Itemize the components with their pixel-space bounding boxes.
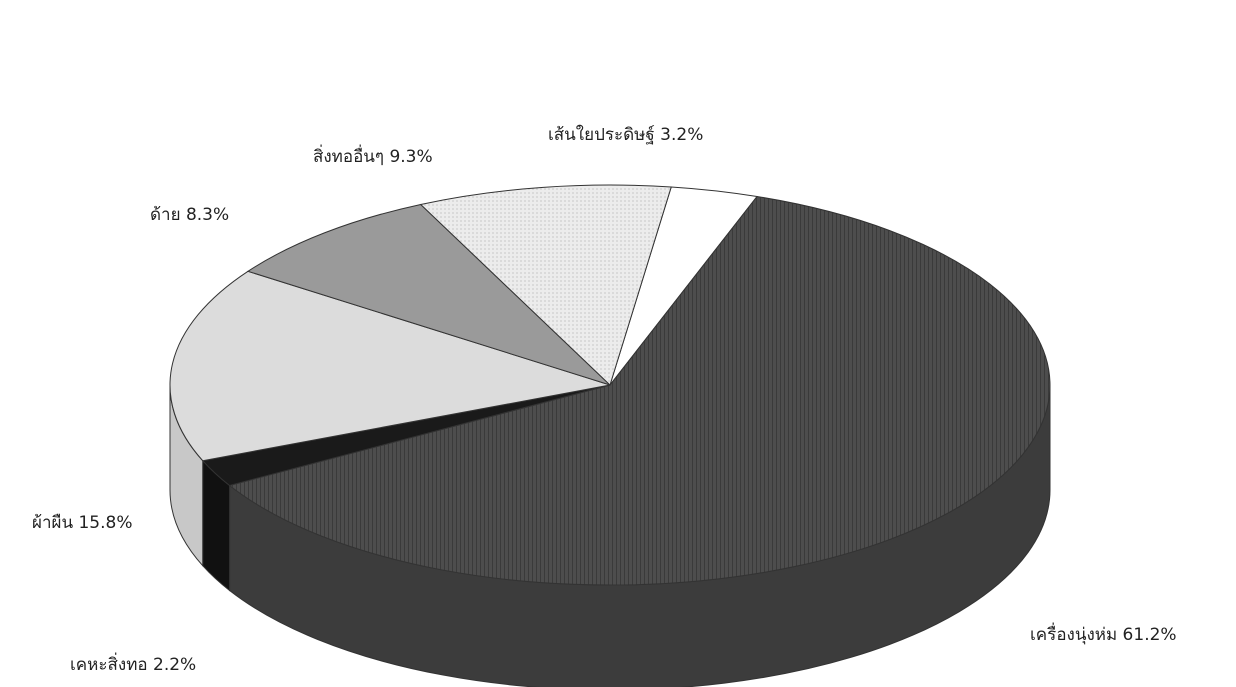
- pie-slice-label: สิ่งทออื่นๆ 9.3%: [313, 144, 433, 167]
- pie-slice: [169, 270, 611, 462]
- pie-slice-label: ด้าย 8.3%: [150, 205, 229, 225]
- pie-slice: [246, 203, 611, 386]
- pie-slice-label: เครื่องนุ่งห่ม 61.2%: [1030, 622, 1177, 645]
- pie-slice-label: ผ้าผืน 15.8%: [32, 513, 133, 533]
- pie-slice-label: เส้นใยประดิษฐ์ 3.2%: [548, 124, 703, 145]
- pie-slice-label: เคหะสิ่งทอ 2.2%: [70, 652, 196, 675]
- pie-slice: [228, 195, 1051, 586]
- pie-slice: [419, 184, 672, 386]
